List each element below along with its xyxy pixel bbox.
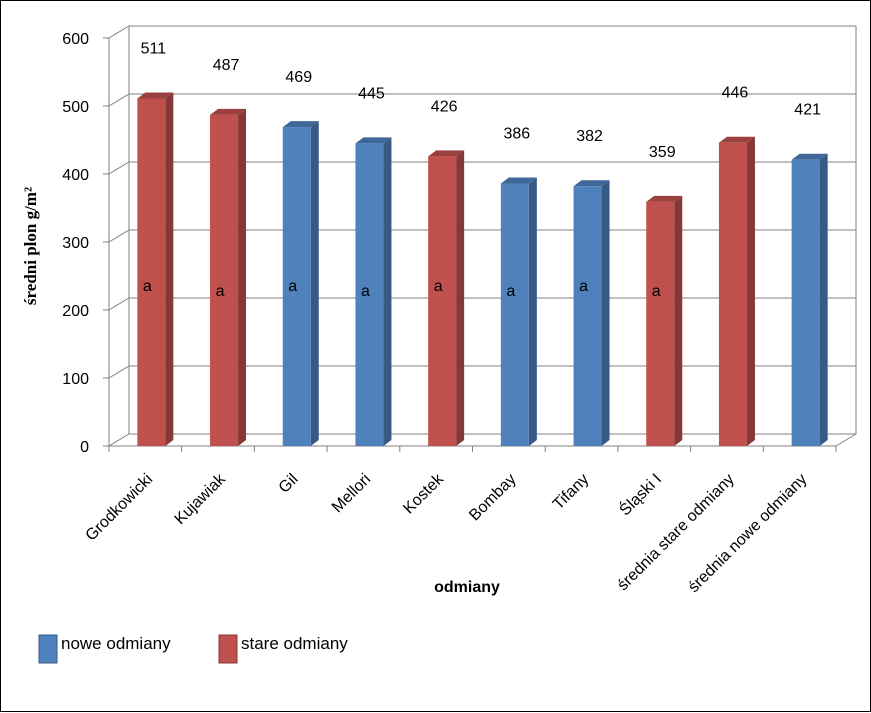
- bar-side: [456, 150, 465, 446]
- y-tick-label: 600: [62, 31, 89, 48]
- floor-edge: [835, 433, 857, 447]
- bar: [646, 201, 675, 446]
- bar-side: [601, 180, 610, 447]
- legend-swatch: [218, 634, 238, 664]
- x-tick-label: Grodkowicki: [83, 471, 157, 545]
- bar-side: [310, 121, 319, 446]
- bar: [137, 98, 166, 447]
- bar-side: [746, 136, 755, 446]
- bar-side: [165, 92, 174, 447]
- bar-side: [383, 137, 392, 446]
- significance-label: a: [579, 278, 588, 295]
- significance-label: a: [288, 278, 297, 295]
- bar: [573, 186, 602, 447]
- y-tick-label: 500: [62, 99, 89, 116]
- significance-label: a: [652, 283, 661, 300]
- legend-swatch: [38, 634, 58, 664]
- side-gridline: [108, 297, 130, 311]
- data-label: 469: [285, 69, 312, 86]
- bar-side: [238, 108, 247, 446]
- data-label: 445: [358, 85, 385, 102]
- bar: [718, 142, 747, 446]
- legend: nowe odmiany stare odmiany: [38, 634, 348, 664]
- y-axis-label: średni plon g/m²: [21, 187, 40, 305]
- bars: [137, 92, 828, 447]
- x-tick-label: Bombay: [466, 471, 520, 525]
- data-label: 386: [503, 126, 530, 143]
- x-axis-label: odmiany: [434, 579, 500, 596]
- data-label: 382: [576, 128, 603, 145]
- bar-top: [210, 108, 247, 115]
- x-tick-label: Śląski I: [615, 469, 665, 519]
- y-tick-label: 0: [80, 439, 89, 456]
- side-gridline: [108, 365, 130, 379]
- x-tick-label: średnia stare odmiany: [614, 471, 737, 594]
- x-tick-label: średnia nowe odmiany: [685, 471, 810, 596]
- bar-top: [791, 153, 828, 160]
- significance-label: a: [361, 283, 370, 300]
- bar: [210, 114, 239, 446]
- data-label: 446: [722, 85, 749, 102]
- x-tick-label: Kostek: [400, 470, 447, 517]
- significance-label: a: [434, 278, 443, 295]
- y-axis: 0 100 200 300 400 500 600: [62, 31, 837, 456]
- bar: [428, 156, 457, 446]
- bar-side: [819, 153, 828, 446]
- side-gridline: [108, 229, 130, 243]
- bar-top: [718, 136, 755, 143]
- bar-top: [355, 137, 392, 144]
- side-gridline: [108, 161, 130, 175]
- y-tick-label: 200: [62, 303, 89, 320]
- data-label: 511: [141, 41, 167, 58]
- bar: [791, 159, 820, 446]
- bar-top: [282, 121, 319, 128]
- side-gridline: [108, 25, 130, 39]
- bar: [500, 183, 529, 446]
- data-label: 426: [431, 98, 458, 115]
- significance-label: a: [506, 283, 515, 300]
- bar-side: [528, 177, 537, 446]
- bar-top: [500, 177, 537, 184]
- bar-top: [573, 180, 610, 187]
- x-tick-label: Mellori: [329, 471, 374, 516]
- bar-top: [646, 195, 683, 202]
- significance-label: a: [143, 278, 152, 295]
- data-label: 421: [794, 102, 821, 119]
- bar: [282, 127, 311, 446]
- legend-label: nowe odmiany: [61, 634, 171, 653]
- y-tick-label: 100: [62, 371, 89, 388]
- bar-side: [674, 195, 683, 446]
- y-tick-label: 400: [62, 167, 89, 184]
- side-gridline: [108, 93, 130, 107]
- bar: [355, 143, 384, 446]
- x-tick-label: Gil: [276, 471, 302, 497]
- data-label: 359: [649, 144, 676, 161]
- significance-label: a: [216, 283, 225, 300]
- y-tick-label: 300: [62, 235, 89, 252]
- bar-top: [428, 150, 465, 157]
- legend-label: stare odmiany: [241, 634, 348, 653]
- x-tick-label: Kujawiak: [172, 470, 230, 528]
- bar-top: [137, 92, 174, 99]
- data-label: 487: [213, 57, 240, 74]
- side-gridline: [108, 433, 130, 447]
- x-tick-label: Tifany: [550, 471, 592, 513]
